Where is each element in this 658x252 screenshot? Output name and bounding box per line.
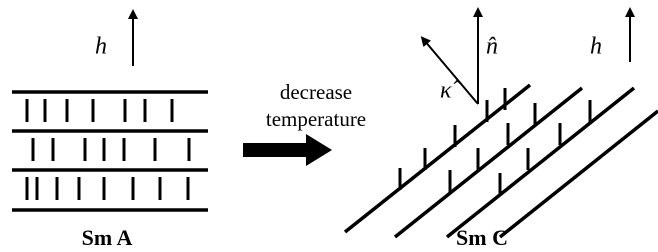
caption: Sm C <box>456 225 508 250</box>
arrow-text: decrease <box>280 80 352 104</box>
smectic-c: n̂ κ̂ h⃗ Sm C <box>345 12 658 250</box>
diagram: h⃗ Sm A decrease temperature n̂ κ̂ h⃗ Sm… <box>0 0 658 252</box>
smectic-a: h⃗ Sm A <box>12 14 208 250</box>
caption: Sm A <box>82 225 133 250</box>
field-label: h⃗ <box>95 34 126 60</box>
normal-label: n̂ <box>486 34 498 60</box>
director-label: κ̂ <box>440 78 461 104</box>
field-label: h⃗ <box>590 34 621 60</box>
transition-arrow <box>243 134 332 166</box>
arrow-text: temperature <box>266 107 366 131</box>
